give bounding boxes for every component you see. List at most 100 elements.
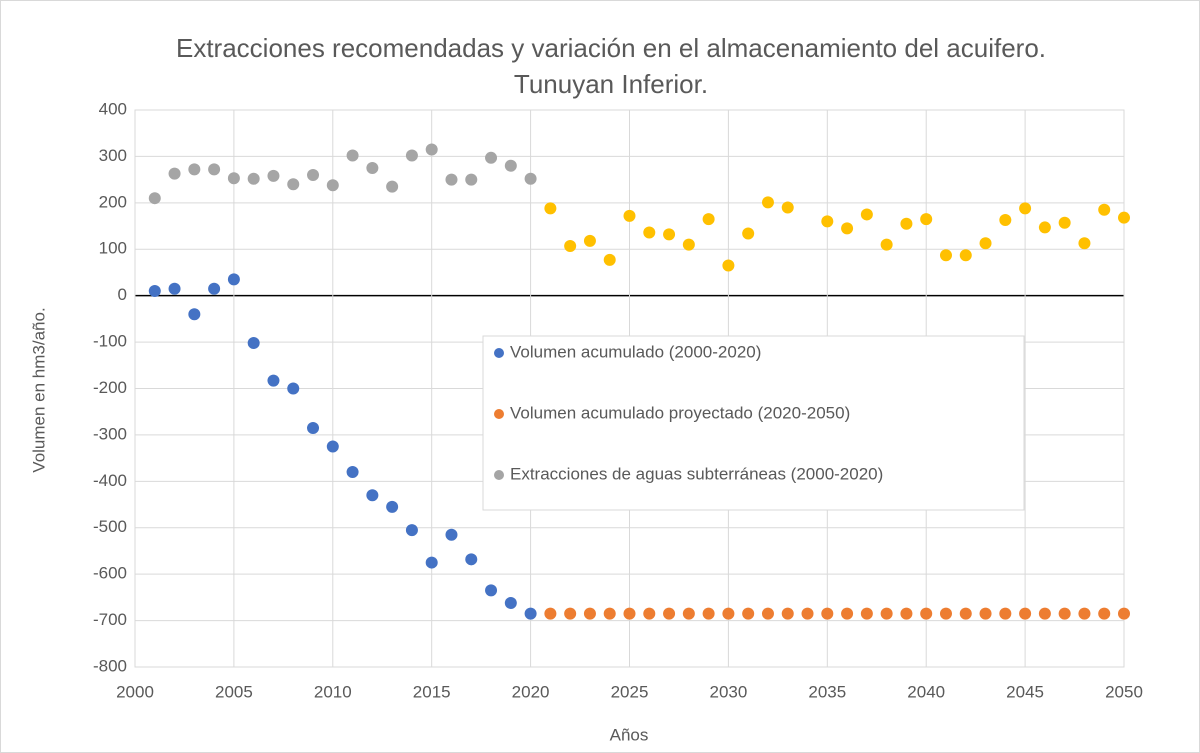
point xyxy=(1118,211,1130,224)
point xyxy=(346,466,359,479)
point xyxy=(247,172,260,185)
legend-label: Extracciones de aguas subterráneas (2000… xyxy=(510,464,883,483)
point xyxy=(227,273,240,286)
point xyxy=(307,421,320,434)
point xyxy=(603,253,616,266)
y-tick-label: 100 xyxy=(99,239,127,258)
point xyxy=(663,228,676,241)
point xyxy=(742,607,755,620)
point xyxy=(386,180,399,193)
point xyxy=(603,607,616,620)
point xyxy=(445,173,458,186)
point xyxy=(287,178,300,191)
point xyxy=(1019,202,1032,215)
point xyxy=(1118,607,1130,620)
point xyxy=(663,607,676,620)
point xyxy=(267,169,280,182)
x-tick-label: 2045 xyxy=(1006,682,1044,701)
point xyxy=(564,607,577,620)
x-tick-label: 2040 xyxy=(907,682,945,701)
y-axis-title: Volumen en hm3/año. xyxy=(29,307,48,472)
point xyxy=(188,308,201,321)
point xyxy=(939,249,952,262)
point xyxy=(1078,237,1091,250)
point xyxy=(287,382,300,395)
chart-title: Extracciones recomendadas y variación en… xyxy=(175,33,1047,99)
y-tick-label: -400 xyxy=(93,471,127,490)
legend-marker xyxy=(494,409,504,419)
point xyxy=(168,167,181,180)
x-tick-label: 2020 xyxy=(512,682,550,701)
legend: Volumen acumulado (2000-2020) Volumen acu… xyxy=(482,335,1025,511)
legend-label: Volumen acumulado proyectado (2020-2050) xyxy=(510,403,850,422)
point xyxy=(524,172,537,185)
x-tick-label: 2050 xyxy=(1105,682,1143,701)
point xyxy=(702,213,715,226)
point xyxy=(841,607,854,620)
point xyxy=(623,209,636,222)
x-tick-label: 2030 xyxy=(709,682,747,701)
point xyxy=(1078,607,1091,620)
point xyxy=(267,374,280,387)
point xyxy=(1058,607,1071,620)
x-axis-title: Años xyxy=(610,725,649,744)
y-tick-label: -700 xyxy=(93,610,127,629)
point xyxy=(366,489,379,502)
point xyxy=(386,500,399,513)
point xyxy=(1038,221,1051,234)
point xyxy=(148,192,161,205)
point xyxy=(227,172,240,185)
point xyxy=(346,149,359,162)
point xyxy=(425,143,438,156)
point xyxy=(148,285,161,298)
y-tick-label: -500 xyxy=(93,517,127,536)
legend-box xyxy=(482,335,1025,511)
point xyxy=(208,163,221,176)
x-tick-label: 2000 xyxy=(116,682,154,701)
point xyxy=(860,607,873,620)
point xyxy=(742,227,755,240)
point xyxy=(1019,607,1032,620)
point xyxy=(920,607,933,620)
point xyxy=(544,607,557,620)
point xyxy=(405,149,418,162)
y-tick-label: -600 xyxy=(93,564,127,583)
point xyxy=(920,213,933,226)
point xyxy=(801,607,814,620)
point xyxy=(860,208,873,221)
point xyxy=(583,607,596,620)
point xyxy=(722,607,735,620)
point xyxy=(1058,216,1071,229)
point xyxy=(465,173,478,186)
point xyxy=(445,528,458,541)
y-tick-label: 0 xyxy=(118,285,127,304)
point xyxy=(326,179,339,192)
point xyxy=(366,162,379,175)
point xyxy=(959,607,972,620)
point xyxy=(188,163,201,176)
point xyxy=(821,607,834,620)
point xyxy=(821,215,834,228)
point xyxy=(405,524,418,537)
y-tick-label: 200 xyxy=(99,192,127,211)
point xyxy=(999,214,1012,227)
point xyxy=(999,607,1012,620)
point xyxy=(761,607,774,620)
point xyxy=(168,282,181,295)
point xyxy=(544,202,557,215)
point xyxy=(643,226,656,239)
point xyxy=(643,607,656,620)
x-tick-label: 2025 xyxy=(611,682,649,701)
legend-marker xyxy=(494,470,504,480)
point xyxy=(1098,203,1111,216)
point xyxy=(1038,607,1051,620)
point xyxy=(682,238,695,251)
point xyxy=(702,607,715,620)
point xyxy=(781,607,794,620)
plot-border xyxy=(134,109,1125,668)
point xyxy=(959,249,972,262)
point xyxy=(465,553,478,566)
y-tick-label: -800 xyxy=(93,656,127,675)
y-tick-label: -100 xyxy=(93,332,127,351)
